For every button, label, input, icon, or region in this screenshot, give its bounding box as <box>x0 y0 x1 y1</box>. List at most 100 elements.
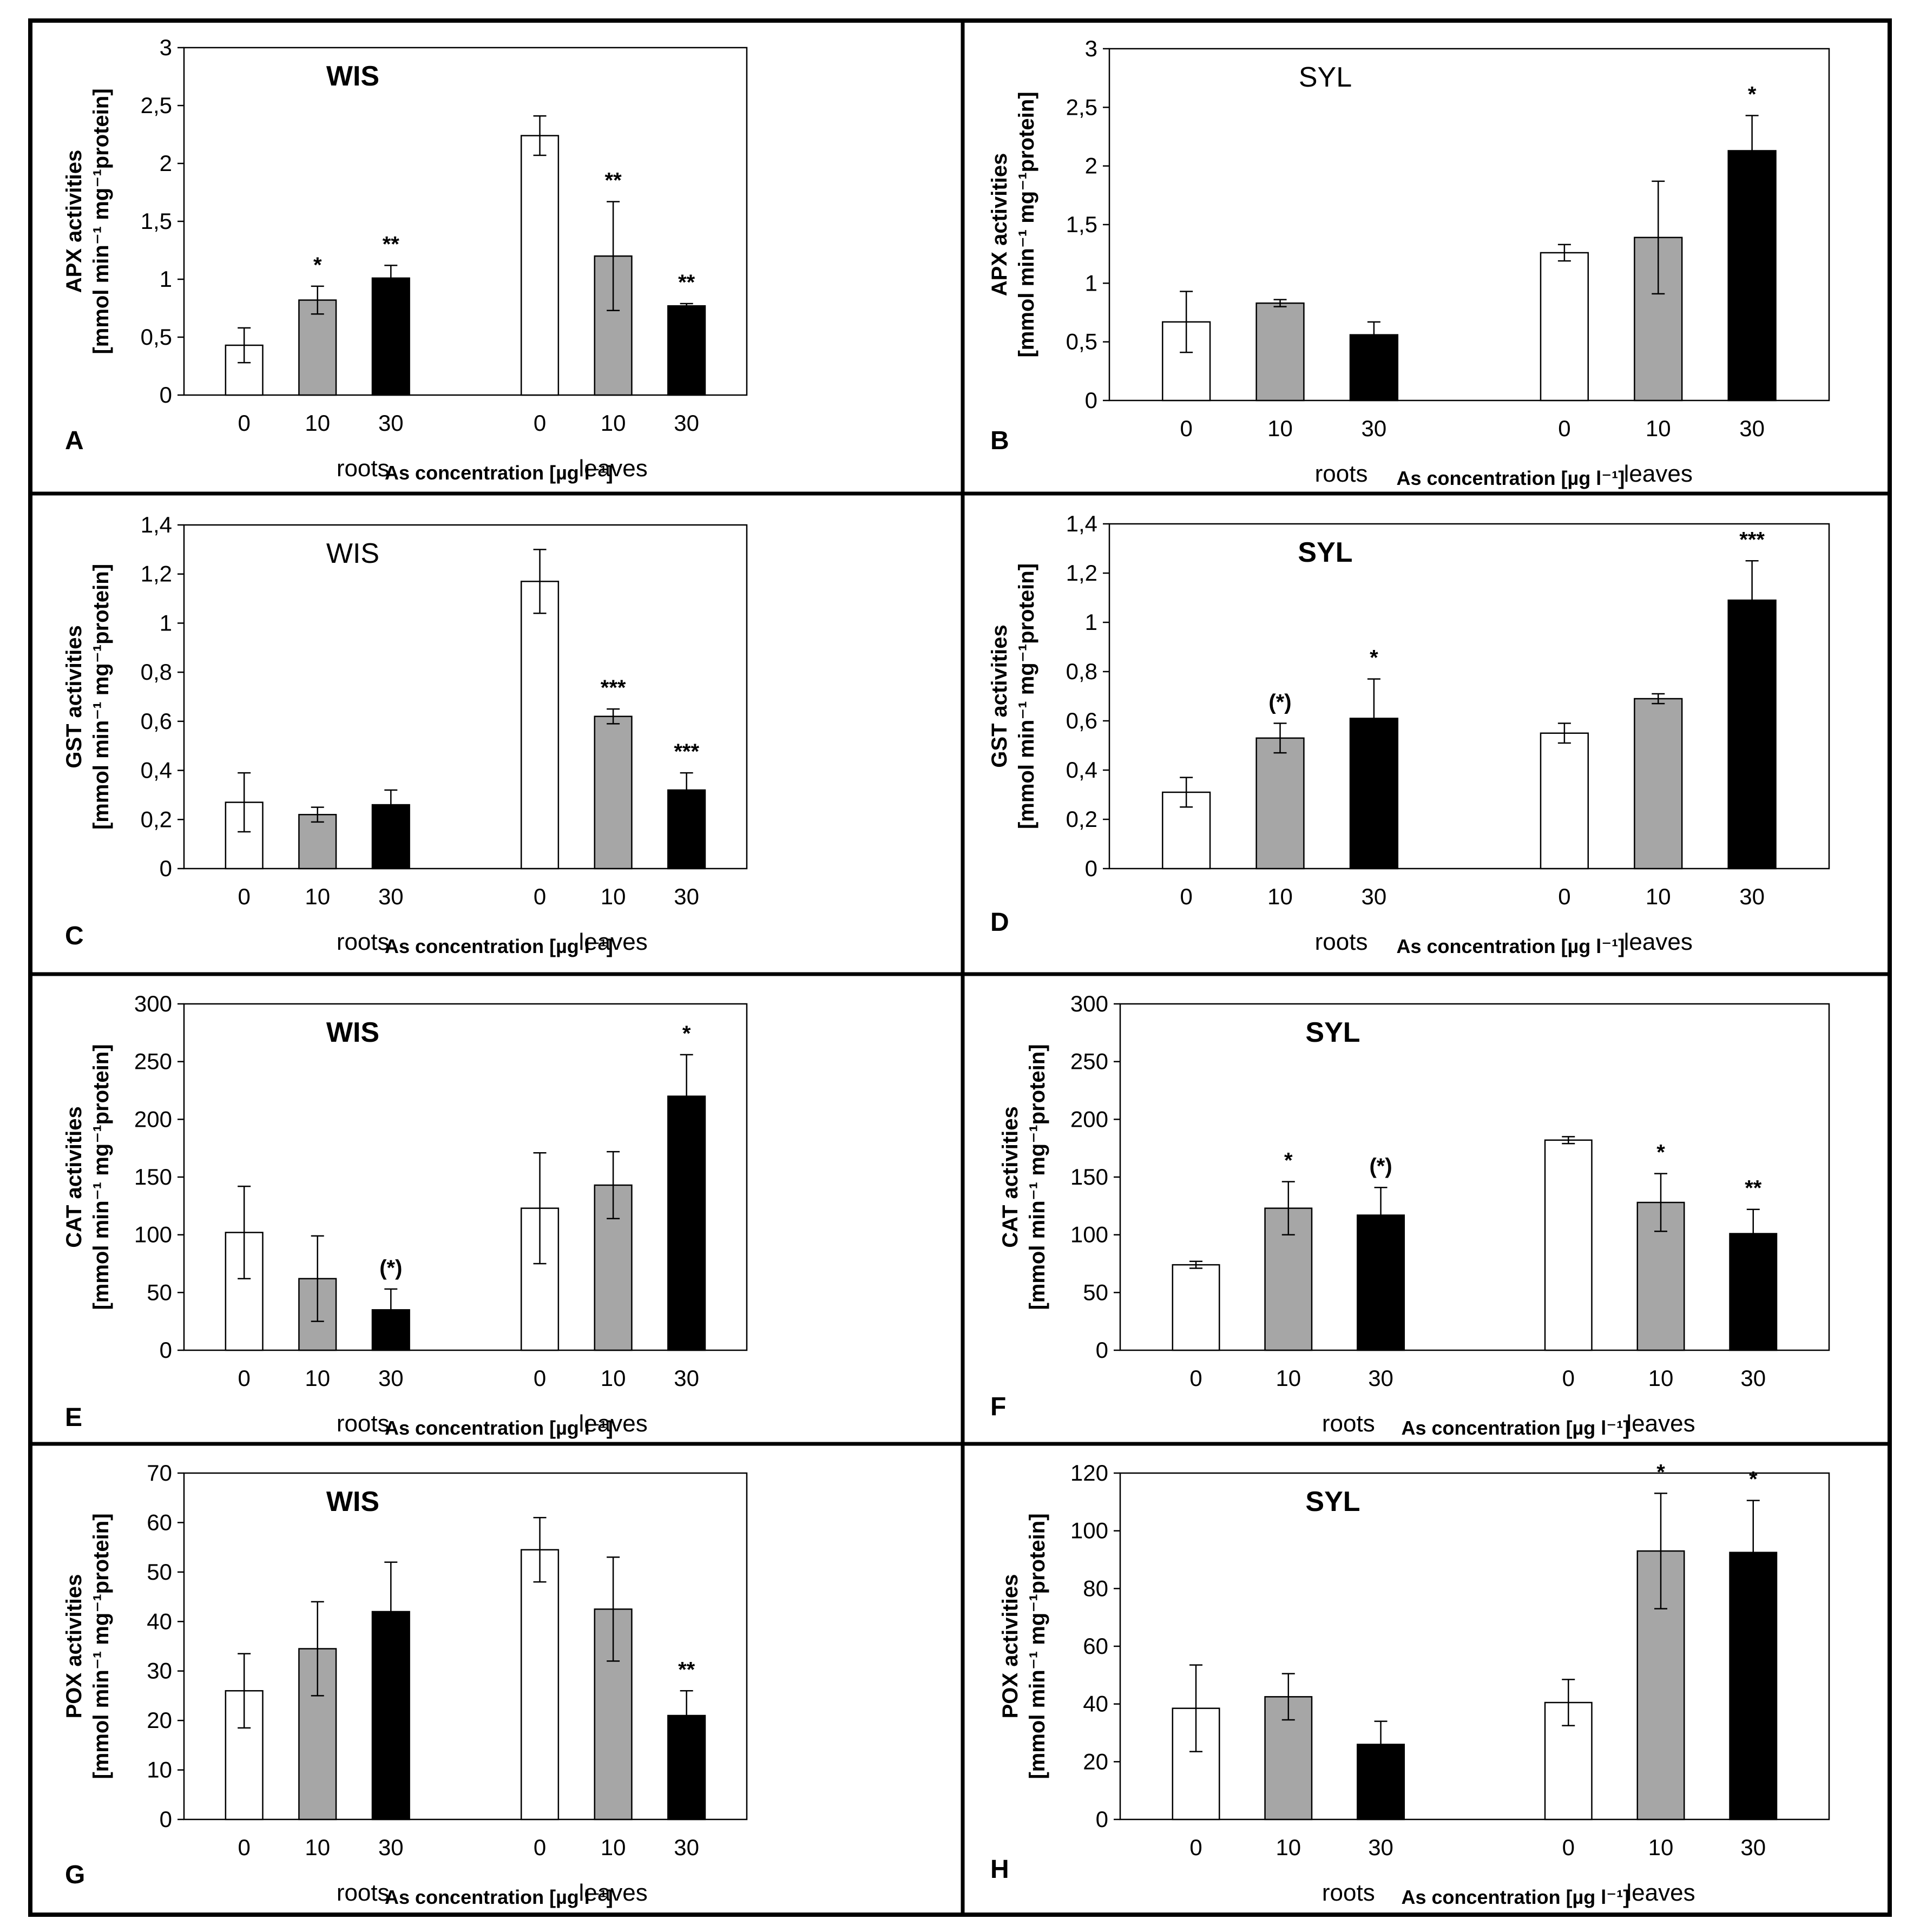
chart-title: SYL <box>1305 1486 1360 1517</box>
bar <box>594 715 633 870</box>
significance-label: ** <box>1745 1177 1762 1200</box>
y-tick-label: 50 <box>1083 1279 1108 1305</box>
y-tick-label: 150 <box>134 1164 172 1190</box>
y-tick-label: 1,2 <box>141 561 172 587</box>
x-tick-label: 0 <box>238 1835 250 1860</box>
group-label-roots: roots <box>1315 929 1368 955</box>
x-tick-label: 30 <box>1740 1365 1766 1391</box>
bar <box>371 277 410 396</box>
y-tick-label: 100 <box>134 1222 172 1247</box>
y-tick-label: 70 <box>147 1460 172 1486</box>
x-tick-label: 30 <box>1739 884 1765 909</box>
y-axis-label-units: [mmol min⁻¹ mg⁻¹protein] <box>1025 1513 1049 1779</box>
bar <box>1634 698 1683 870</box>
group-label-leaves: leaves <box>579 455 648 482</box>
y-tick-label: 0,8 <box>141 659 172 685</box>
y-axis-label: GST activities <box>988 625 1011 768</box>
y-tick-label: 20 <box>147 1707 172 1733</box>
y-tick-label: 250 <box>1070 1049 1108 1074</box>
x-tick-label: 0 <box>1558 884 1570 909</box>
x-axis-label: As concentration [µg l⁻¹] <box>385 935 613 957</box>
y-tick-label: 0 <box>160 856 172 881</box>
x-axis-label: As concentration [µg l⁻¹] <box>385 1886 613 1908</box>
y-tick-label: 30 <box>147 1658 172 1684</box>
chart-title: WIS <box>326 1486 379 1517</box>
y-tick-label: 1 <box>1085 609 1097 635</box>
y-tick-label: 0,8 <box>1066 659 1097 684</box>
x-tick-label: 10 <box>601 884 626 909</box>
x-tick-label: 30 <box>674 410 699 436</box>
bar <box>298 813 337 870</box>
x-tick-label: 30 <box>674 1835 699 1860</box>
panel-letter: F <box>990 1392 1006 1421</box>
y-axis-label-units: [mmol min⁻¹ mg⁻¹protein] <box>1015 91 1038 357</box>
y-tick-label: 0,6 <box>1066 708 1097 733</box>
y-tick-label: 0,2 <box>1066 806 1097 832</box>
x-tick-label: 30 <box>378 884 404 909</box>
bar <box>1540 732 1589 870</box>
y-axis-label: CAT activities <box>998 1106 1022 1248</box>
x-axis-label: As concentration [µg l⁻¹] <box>385 1417 613 1439</box>
y-axis-label-units: [mmol min⁻¹ mg⁻¹protein] <box>89 564 113 830</box>
y-axis-label-units: [mmol min⁻¹ mg⁻¹protein] <box>89 88 113 354</box>
x-tick-label: 30 <box>1362 416 1387 441</box>
chart-title: SYL <box>1299 62 1352 93</box>
plot-area <box>183 524 748 870</box>
y-tick-label: 0,5 <box>141 324 172 350</box>
panel-G: 0 10 20 30 40 50 60 70 0 10 30 0 10 ** 30 WIS POX activi… <box>62 1460 748 1908</box>
y-axis-label: APX activities <box>988 153 1011 297</box>
panel-frames <box>28 18 1892 1917</box>
y-tick-label: 1 <box>160 266 172 292</box>
y-axis-label: POX activities <box>62 1574 86 1719</box>
x-tick-label: 30 <box>674 884 699 909</box>
y-tick-label: 200 <box>134 1106 172 1132</box>
x-tick-label: 0 <box>534 1835 546 1860</box>
y-tick-label: 2 <box>1085 153 1097 179</box>
y-tick-label: 100 <box>1070 1222 1108 1247</box>
y-axis-label-units: [mmol min⁻¹ mg⁻¹protein] <box>89 1513 113 1779</box>
y-tick-label: 200 <box>1070 1106 1108 1132</box>
significance-label: ** <box>678 1658 695 1681</box>
x-tick-label: 0 <box>238 410 250 436</box>
significance-label: *** <box>1739 528 1765 551</box>
panel-D: 0 0,2 0,4 0,6 0,8 1 1,2 1,4 0 (*) 10 * 30 0 10 *** 30 SYL… <box>988 511 1830 957</box>
x-tick-label: 30 <box>1739 416 1765 441</box>
bar <box>520 135 560 396</box>
y-axis-label-units: [mmol min⁻¹ mg⁻¹protein] <box>1015 563 1038 829</box>
y-tick-label: 0 <box>160 382 172 408</box>
x-tick-label: 30 <box>1740 1835 1766 1860</box>
x-tick-label: 30 <box>1368 1835 1393 1860</box>
y-tick-label: 0 <box>160 1806 172 1832</box>
x-tick-label: 10 <box>305 410 330 436</box>
x-tick-label: 0 <box>1189 1835 1202 1860</box>
x-tick-label: 0 <box>1562 1365 1575 1391</box>
x-tick-label: 30 <box>378 1835 404 1860</box>
significance-label: * <box>1656 1141 1665 1165</box>
x-tick-label: 10 <box>601 1365 626 1391</box>
x-tick-label: 30 <box>1368 1365 1393 1391</box>
x-tick-label: 10 <box>1648 1365 1674 1391</box>
x-tick-label: 0 <box>1562 1835 1575 1860</box>
y-tick-label: 60 <box>1083 1633 1108 1659</box>
plot-area <box>183 47 748 396</box>
significance-label: (*) <box>379 1256 402 1280</box>
chart-title: SYL <box>1305 1017 1360 1048</box>
y-tick-label: 0,2 <box>141 806 172 832</box>
significance-label: * <box>1748 83 1757 107</box>
x-tick-label: 0 <box>534 884 546 909</box>
y-tick-label: 50 <box>147 1279 172 1305</box>
bar <box>1540 252 1589 402</box>
y-tick-label: 300 <box>134 991 172 1016</box>
y-axis-label-units: [mmol min⁻¹ mg⁻¹protein] <box>89 1044 113 1310</box>
x-axis-label: As concentration [µg l⁻¹] <box>1402 1886 1630 1908</box>
y-tick-label: 1,4 <box>1066 511 1097 536</box>
y-tick-label: 1,4 <box>141 512 172 537</box>
y-tick-label: 300 <box>1070 991 1108 1016</box>
y-tick-label: 1 <box>1085 270 1097 295</box>
group-label-leaves: leaves <box>1626 1880 1695 1906</box>
